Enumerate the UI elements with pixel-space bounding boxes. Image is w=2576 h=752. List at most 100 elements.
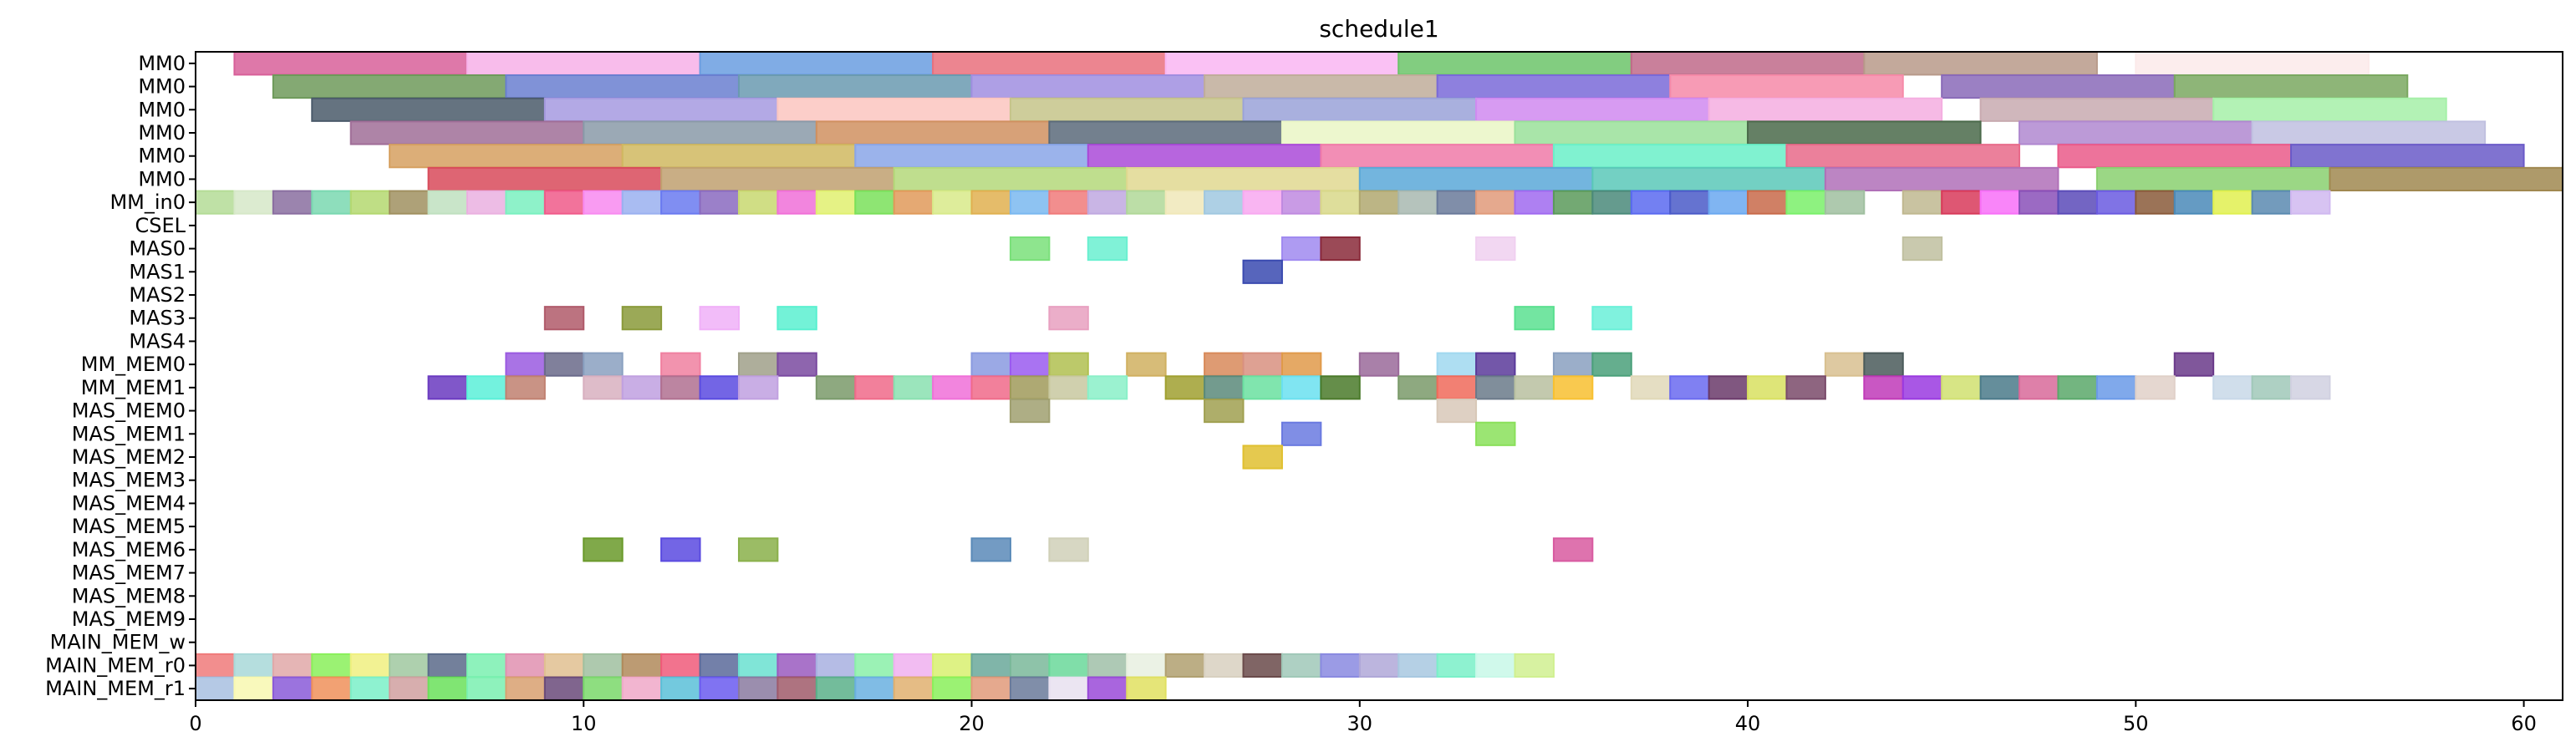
task-bar [1514,190,1555,215]
task-bar [1009,97,1245,122]
task-bar [776,97,1011,122]
task-bar [427,676,468,701]
y-tick-label: MM_in0 [109,191,186,214]
task-bar [737,653,779,678]
task-bar [1320,375,1361,400]
y-tick-label: MM0 [138,121,186,145]
task-bar [970,352,1011,377]
chart-title: schedule1 [1319,15,1438,43]
task-bar [1436,398,1478,424]
y-tick-label: MAS4 [129,329,186,353]
y-tick-label: MAS_MEM2 [72,445,186,469]
task-bar [2329,166,2563,192]
task-bar [1242,653,1283,678]
task-bar [854,653,895,678]
task-bar [1552,144,1788,169]
y-tick-label: MM0 [138,75,186,99]
task-bar [970,537,1011,562]
task-bar [1048,375,1089,400]
task-bar [699,676,740,701]
task-bar [970,74,1206,99]
task-bar [854,190,895,215]
y-tick-label: MAS_MEM4 [72,491,186,515]
task-bar [2135,190,2176,215]
task-bar [427,166,663,192]
y-tick-label: MAIN_MEM_r0 [45,653,186,677]
task-bar [893,653,934,678]
task-bar [311,97,546,122]
task-bar [1126,352,1167,377]
task-bar [427,190,468,215]
task-bar [1630,51,1866,76]
task-bar [2290,144,2525,169]
task-bar [1009,375,1051,400]
task-bar [970,653,1011,678]
task-bar [815,190,857,215]
task-bar [815,375,857,400]
task-bar [1164,653,1206,678]
task-bar [621,306,663,331]
task-bar [1436,190,1478,215]
y-tick-label: MM0 [138,52,186,75]
task-bar [466,653,507,678]
task-bar [1979,190,2021,215]
task-bar [932,653,973,678]
task-bar [427,375,468,400]
task-bar [583,676,624,701]
task-bar [1087,375,1128,400]
task-bar [854,144,1089,169]
task-bar [893,190,934,215]
task-bar [660,676,701,701]
y-tick-label: MAS_MEM3 [72,469,186,492]
task-bar [543,352,585,377]
task-bar [1475,352,1516,377]
task-bar [1320,190,1361,215]
task-bar [1901,190,1943,215]
task-bar [1824,166,2059,192]
task-bar [1397,653,1438,678]
task-bar [1048,190,1089,215]
y-tick-label: MAS_MEM5 [72,515,186,538]
task-bar [2057,190,2098,215]
task-bar [1475,375,1516,400]
bars-group [195,51,2563,701]
task-bar [660,375,701,400]
task-bar [1204,74,1438,99]
task-bar [195,190,236,215]
task-bar [1204,653,1245,678]
task-bar [466,676,507,701]
task-bar [583,375,624,400]
task-bar [1320,653,1361,678]
task-bar [1747,375,1788,400]
task-bar [1320,236,1361,262]
task-bar [505,375,546,400]
task-bar [1242,97,1478,122]
task-bar [2173,352,2215,377]
task-bar [2095,375,2137,400]
task-bar [2019,375,2059,400]
task-bar [2057,375,2098,400]
task-bar [1785,375,1826,400]
task-bar [815,120,1051,145]
task-bar [1785,144,2021,169]
task-bar [660,653,701,678]
y-tick-label: MM_MEM0 [81,353,186,376]
task-bar [1280,421,1322,446]
task-bar [737,537,779,562]
task-bar [1242,375,1283,400]
task-bar [349,676,391,701]
task-bar [1164,51,1400,76]
task-bar [737,352,779,377]
task-bar [893,676,934,701]
task-bar [660,166,895,192]
task-bar [1630,190,1672,215]
task-bar [1358,653,1400,678]
task-bar [932,375,973,400]
task-bar [1747,120,1982,145]
task-bar [1009,653,1051,678]
task-bar [1863,352,1904,377]
task-bar [621,375,663,400]
task-bar [1280,190,1322,215]
y-tick-label: MM0 [138,145,186,168]
task-bar [1126,653,1167,678]
